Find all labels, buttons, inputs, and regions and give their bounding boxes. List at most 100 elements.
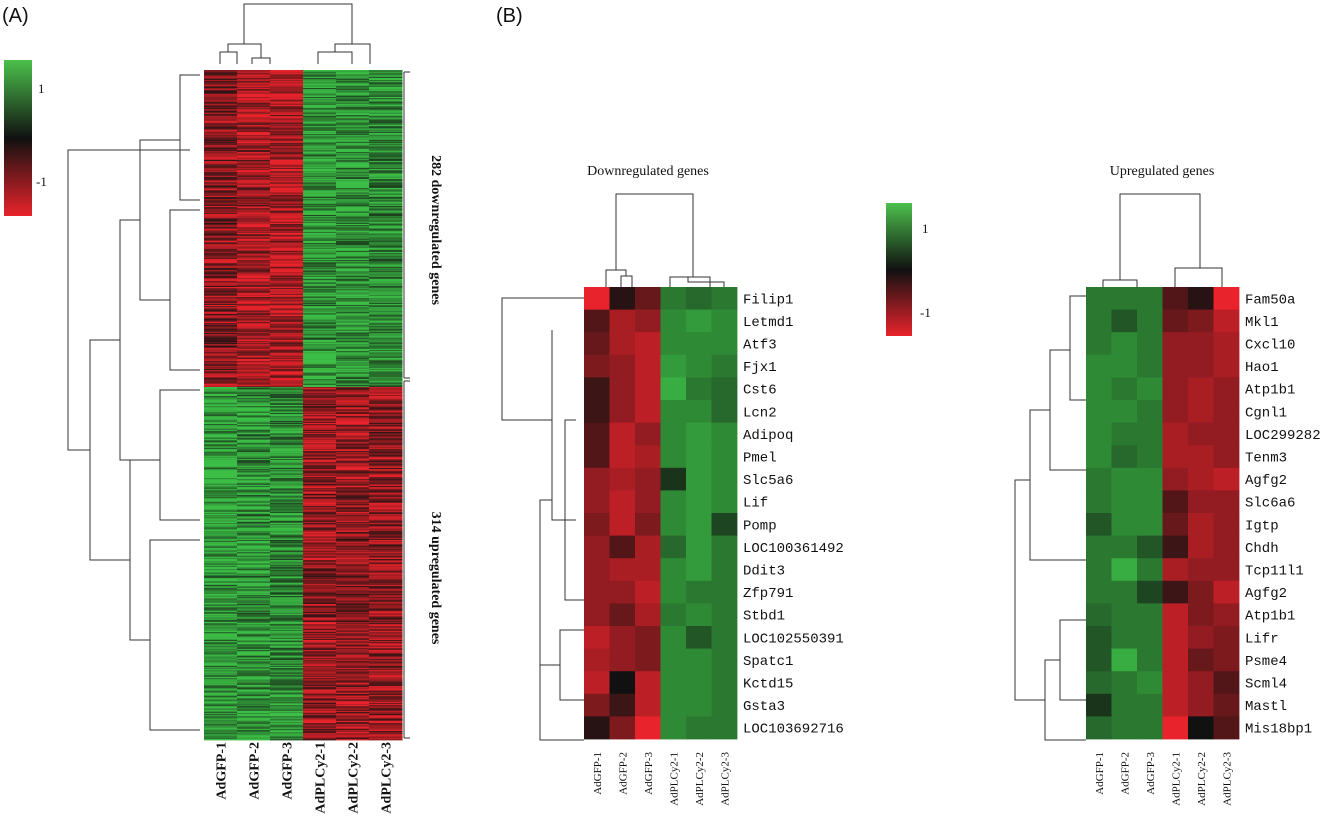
heatmap-a-cell (237, 669, 271, 671)
heatmap-a-cell (369, 536, 403, 539)
heatmap-a-cell (369, 430, 403, 433)
heatmap-a-cell (237, 493, 271, 496)
heatmap-a-cell (336, 369, 370, 371)
heatmap-a-cell (369, 737, 403, 740)
heatmap-a-cell (270, 644, 304, 646)
heatmap-a-cell (336, 592, 370, 595)
heatmap-a-cell (270, 627, 304, 630)
heatmap-a-cell (237, 568, 271, 570)
heatmap-a-cell (336, 150, 370, 153)
heatmap-a-cell (336, 674, 370, 677)
heatmap-a-cell (237, 625, 271, 627)
heatmap-a-cell (204, 565, 238, 568)
heatmap-a-cell (270, 148, 304, 151)
heatmap-a-cell (270, 375, 304, 378)
heatmap-a-cell (270, 209, 304, 211)
heatmap-a-cell (369, 463, 403, 465)
heatmap-b2-column-dendrogram (1102, 193, 1223, 287)
heatmap-b1-cell (686, 558, 712, 582)
heatmap-a-cell (204, 101, 238, 103)
heatmap-a-cell (204, 300, 238, 302)
heatmap-b2-cell (1162, 354, 1189, 378)
heatmap-b1-cell (660, 648, 687, 672)
heatmap-b2-row-labels: Fam50aMkl1Cxcl10Hao1Atp1b1Cgnl1LOC299282… (1245, 292, 1321, 737)
heatmap-a-cell (237, 119, 271, 121)
heatmap-a-cell (204, 630, 238, 633)
heatmap-a-cell (303, 390, 337, 392)
heatmap-a-cell (369, 308, 403, 310)
heatmap-a-cell (336, 258, 370, 261)
heatmap-b2-cell (1086, 377, 1112, 401)
heatmap-a-cell (336, 333, 370, 335)
heatmap-a-cell (369, 93, 403, 96)
heatmap-a-cell (369, 716, 403, 718)
heatmap-a-cell (204, 71, 238, 73)
heatmap-a-cell (336, 418, 370, 421)
heatmap-a-cell (237, 732, 271, 734)
heatmap-a-cell (369, 709, 403, 712)
heatmap-a-cell (237, 363, 271, 365)
heatmap-a-cell (369, 259, 403, 262)
heatmap-a-cell (369, 211, 403, 214)
heatmap-a-cell (303, 174, 337, 177)
heatmap-a-cell (336, 311, 370, 314)
heatmap-a-cell (369, 284, 403, 287)
heatmap-a-cell (336, 514, 370, 516)
heatmap-a-cell (204, 677, 238, 679)
heatmap-a-cell (369, 574, 403, 577)
heatmap-a-cell (204, 364, 238, 367)
heatmap-a-cell (204, 144, 238, 146)
heatmap-a-cell (237, 155, 271, 157)
heatmap-a-cell (336, 118, 370, 120)
heatmap-a-cell (237, 637, 271, 640)
heatmap-a-cell (336, 236, 370, 238)
heatmap-a-cell (204, 127, 238, 129)
heatmap-a-cell (204, 355, 238, 358)
heatmap-a-cell (237, 455, 271, 458)
heatmap-a-cell (369, 580, 403, 582)
heatmap-a-cell (204, 709, 238, 712)
heatmap-a-cell (303, 242, 337, 244)
heatmap-a-cell (204, 719, 238, 722)
heatmap-a-cell (303, 603, 337, 606)
heatmap-a-cell (270, 139, 304, 142)
heatmap-a-cell (336, 252, 370, 254)
heatmap-a-cell (336, 117, 370, 119)
heatmap-a-cell (369, 318, 403, 320)
heatmap-a-cell (270, 440, 304, 443)
heatmap-a-cell (336, 177, 370, 180)
heatmap-a-cell (336, 174, 370, 177)
heatmap-a-cell (237, 717, 271, 720)
heatmap-a-cell (237, 254, 271, 256)
heatmap-a-cell (237, 102, 271, 105)
heatmap-a-cell (336, 217, 370, 219)
heatmap-a-cell (336, 342, 370, 344)
heatmap-a-cell (270, 621, 304, 624)
heatmap-a-cell (336, 618, 370, 621)
heatmap-a-cell (303, 216, 337, 218)
heatmap-a-cell (237, 286, 271, 289)
heatmap-a-cell (303, 362, 337, 364)
heatmap-a-cell (336, 370, 370, 372)
heatmap-a-cell (237, 580, 271, 582)
heatmap-a-cell (303, 364, 337, 367)
heatmap-a-cell (237, 553, 271, 555)
heatmap-a-cell (237, 392, 271, 395)
heatmap-a-cell (369, 433, 403, 435)
heatmap-a-cell (204, 149, 238, 152)
heatmap-a-cell (237, 76, 271, 79)
heatmap-a-cell (270, 563, 304, 566)
heatmap-a-cell (336, 374, 370, 377)
heatmap-a-cell (303, 637, 337, 640)
heatmap-a-cell (369, 139, 403, 142)
heatmap-a-cell (270, 615, 304, 617)
heatmap-a-cell (303, 689, 337, 691)
heatmap-a-cell (270, 474, 304, 477)
heatmap-a-cell (270, 580, 304, 582)
heatmap-a-cell (303, 600, 337, 603)
heatmap-a-cell (270, 360, 304, 362)
heatmap-a-cell (303, 626, 337, 628)
heatmap-a-cell (369, 344, 403, 346)
heatmap-a-cell (369, 87, 403, 90)
heatmap-a-cell (237, 465, 271, 468)
